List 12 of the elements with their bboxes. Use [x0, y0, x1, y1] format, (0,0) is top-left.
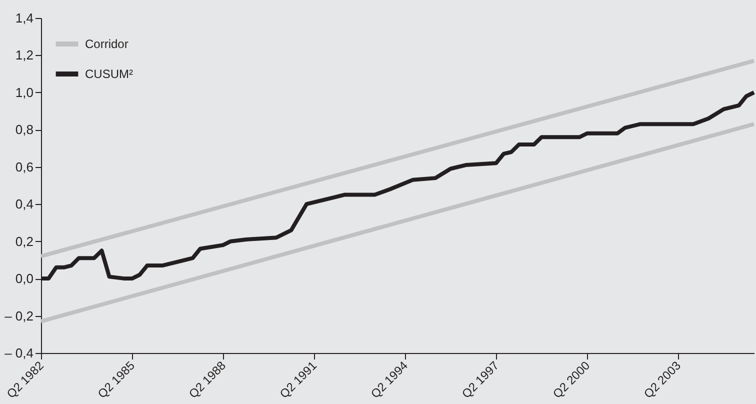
y-tick-label: – 0,2	[4, 308, 34, 324]
y-tick-label: 0,6	[15, 159, 34, 174]
y-tick-label: 0,8	[15, 122, 34, 138]
y-tick-label: 0,4	[15, 196, 34, 212]
y-tick-label: 1,4	[15, 10, 34, 26]
legend-label: CUSUM²	[85, 67, 133, 81]
y-tick-label: 0,2	[15, 234, 34, 249]
y-tick-label: – 0,4	[4, 346, 34, 360]
y-tick-label: 1,0	[15, 84, 34, 100]
y-tick-label: 1,2	[15, 48, 34, 63]
y-tick-label: 0,0	[15, 271, 34, 286]
legend-label: Corridor	[85, 37, 128, 51]
